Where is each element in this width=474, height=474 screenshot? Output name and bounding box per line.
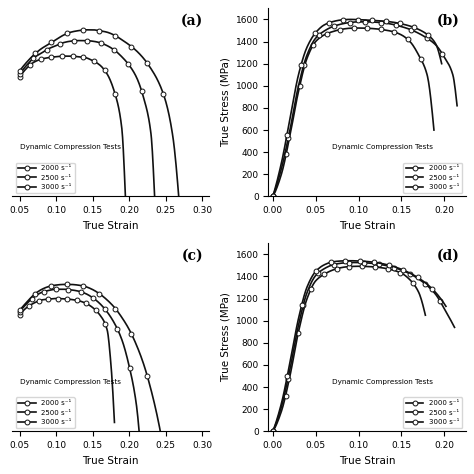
- Y-axis label: True Stress (MPa): True Stress (MPa): [220, 57, 230, 147]
- X-axis label: True Strain: True Strain: [82, 456, 139, 465]
- Y-axis label: True Stress (MPa): True Stress (MPa): [220, 292, 230, 382]
- Text: (b): (b): [437, 14, 460, 28]
- Text: (c): (c): [182, 249, 203, 263]
- Legend: 2000 s⁻¹, 2500 s⁻¹, 3000 s⁻¹: 2000 s⁻¹, 2500 s⁻¹, 3000 s⁻¹: [403, 163, 462, 193]
- X-axis label: True Strain: True Strain: [339, 456, 395, 465]
- X-axis label: True Strain: True Strain: [339, 221, 395, 231]
- Text: (a): (a): [181, 14, 203, 28]
- Legend: 2000 s⁻¹, 2500 s⁻¹, 3000 s⁻¹: 2000 s⁻¹, 2500 s⁻¹, 3000 s⁻¹: [16, 163, 74, 193]
- Legend: 2000 s⁻¹, 2500 s⁻¹, 3000 s⁻¹: 2000 s⁻¹, 2500 s⁻¹, 3000 s⁻¹: [403, 397, 462, 428]
- Text: Dynamic Compression Tests: Dynamic Compression Tests: [332, 144, 433, 150]
- Text: Dynamic Compression Tests: Dynamic Compression Tests: [332, 379, 433, 385]
- X-axis label: True Strain: True Strain: [82, 221, 139, 231]
- Text: (d): (d): [437, 249, 460, 263]
- Legend: 2000 s⁻¹, 2500 s⁻¹, 3000 s⁻¹: 2000 s⁻¹, 2500 s⁻¹, 3000 s⁻¹: [16, 397, 74, 428]
- Text: Dynamic Compression Tests: Dynamic Compression Tests: [20, 379, 121, 385]
- Text: Dynamic Compression Tests: Dynamic Compression Tests: [20, 144, 121, 150]
